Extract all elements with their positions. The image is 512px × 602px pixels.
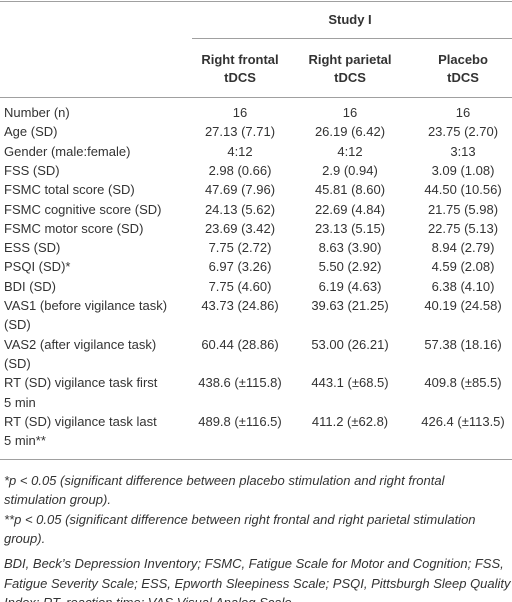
cell-value: 443.1 (±68.5) xyxy=(311,375,389,391)
row-label: Gender (male:female) xyxy=(4,143,131,159)
cell-value: 23.13 (5.15) xyxy=(314,220,386,236)
row-label: RT (SD) vigilance task first xyxy=(4,375,158,391)
cell-value: 53.00 (26.21) xyxy=(311,336,389,352)
cell-value: 7.75 (4.60) xyxy=(208,278,272,294)
cell-value: 411.2 (±62.8) xyxy=(311,413,389,429)
cell-value: 6.38 (4.10) xyxy=(431,278,495,294)
row-label: FSMC motor score (SD) xyxy=(4,220,144,236)
cell-value: 22.75 (5.13) xyxy=(427,220,499,236)
row-label: ESS (SD) xyxy=(4,240,61,256)
cell-value: 3.09 (1.08) xyxy=(431,162,495,178)
row-label: (SD) xyxy=(4,355,31,371)
cell-value: 22.69 (4.84) xyxy=(314,201,386,217)
column-header: Right frontal xyxy=(201,52,279,67)
column-header: Placebo xyxy=(438,52,488,67)
cell-value: 23.69 (3.42) xyxy=(204,220,276,236)
cell-value: 57.38 (18.16) xyxy=(424,336,502,352)
cell-value: 409.8 (±85.5) xyxy=(424,375,502,391)
column-header: Right parietal xyxy=(308,52,392,67)
cell-value: 6.97 (3.26) xyxy=(208,259,272,275)
column-header: tDCS xyxy=(447,70,479,85)
cell-value: 489.8 (±116.5) xyxy=(198,413,282,429)
row-label: VAS1 (before vigilance task) xyxy=(4,298,168,313)
rule xyxy=(0,97,512,98)
row-label: PSQI (SD)* xyxy=(4,259,71,275)
cell-value: 45.81 (8.60) xyxy=(314,182,386,198)
cell-value: 4:12 xyxy=(337,143,363,159)
cell-value: 4.59 (2.08) xyxy=(431,259,495,275)
row-label: VAS2 (after vigilance task) xyxy=(4,336,157,352)
cell-value: 16 xyxy=(455,105,471,120)
footnote: **p < 0.05 (significant difference betwe… xyxy=(4,511,476,527)
cell-value: 3:13 xyxy=(450,143,476,159)
rule xyxy=(192,38,512,39)
cell-value: 26.19 (6.42) xyxy=(314,124,386,140)
footnote: *p < 0.05 (significant difference betwee… xyxy=(4,473,445,488)
cell-value: 24.13 (5.62) xyxy=(204,201,276,217)
cell-value: 60.44 (28.86) xyxy=(201,336,279,352)
cell-value: 47.69 (7.96) xyxy=(204,182,276,198)
cell-value: 6.19 (4.63) xyxy=(318,278,382,294)
rule xyxy=(0,459,512,460)
cell-value: 39.63 (21.25) xyxy=(311,298,389,313)
cell-value: 4:12 xyxy=(227,143,253,159)
cell-value: 2.98 (0.66) xyxy=(208,162,272,178)
row-label: (SD) xyxy=(4,317,31,333)
row-label: RT (SD) vigilance task last xyxy=(4,413,157,429)
cell-value: 43.73 (24.86) xyxy=(201,298,279,313)
cell-value: 8.94 (2.79) xyxy=(431,240,495,256)
column-header: tDCS xyxy=(224,70,256,85)
footnote: group). xyxy=(4,530,46,546)
study-header: Study I xyxy=(328,12,372,27)
row-label: 5 min** xyxy=(4,433,46,449)
cell-value: 40.19 (24.58) xyxy=(424,298,502,313)
cell-value: 2.9 (0.94) xyxy=(322,162,378,178)
row-label: 5 min xyxy=(4,394,36,410)
footnote: stimulation group). xyxy=(4,492,111,508)
cell-value: 5.50 (2.92) xyxy=(318,259,382,275)
cell-value: 27.13 (7.71) xyxy=(204,124,276,140)
footnote: Fatigue Severity Scale; ESS, Epworth Sle… xyxy=(4,575,511,591)
cell-value: 8.63 (3.90) xyxy=(318,240,382,256)
rule xyxy=(0,1,512,2)
column-header: tDCS xyxy=(334,70,366,85)
row-label: FSMC cognitive score (SD) xyxy=(4,201,162,217)
row-label: Number (n) xyxy=(4,105,70,120)
cell-value: 438.6 (±115.8) xyxy=(198,375,282,391)
cell-value: 16 xyxy=(232,105,248,120)
cell-value: 23.75 (2.70) xyxy=(427,124,499,140)
row-label: FSS (SD) xyxy=(4,162,60,178)
cell-value: 16 xyxy=(342,105,358,120)
row-label: FSMC total score (SD) xyxy=(4,182,135,198)
footnote: Index; RT, reaction time; VAS Visual Ana… xyxy=(4,594,295,602)
footnote: BDI, Beck’s Depression Inventory; FSMC, … xyxy=(4,556,504,572)
cell-value: 7.75 (2.72) xyxy=(208,240,272,256)
row-label: BDI (SD) xyxy=(4,278,56,294)
cell-value: 44.50 (10.56) xyxy=(424,182,502,198)
cell-value: 21.75 (5.98) xyxy=(427,201,499,217)
cell-value: 426.4 (±113.5) xyxy=(421,413,505,429)
row-label: Age (SD) xyxy=(4,124,58,140)
